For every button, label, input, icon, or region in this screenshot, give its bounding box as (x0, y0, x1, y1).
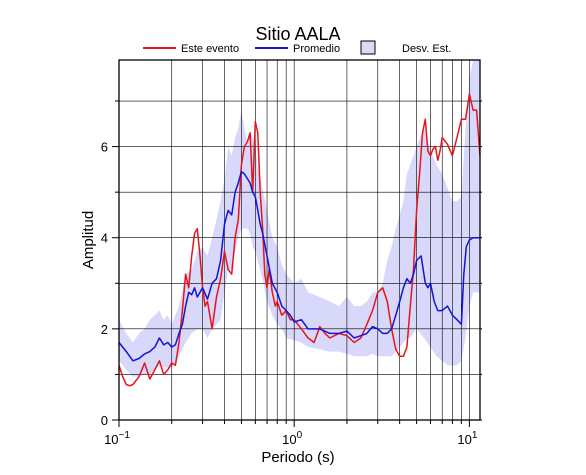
std-band (119, 60, 480, 377)
legend-label: Desv. Est. (402, 43, 451, 55)
y-axis-label: Amplitud (80, 211, 97, 269)
legend-swatch-box (360, 40, 376, 55)
series-layer (118, 93, 481, 387)
std-band-layer (119, 60, 480, 377)
legend-item: Desv. Est. (360, 40, 451, 55)
legend-item: Este evento (143, 43, 239, 55)
x-axis-label: Periodo (s) (261, 449, 334, 466)
legend: Este evento Promedio Desv. Est. (143, 40, 451, 55)
legend-label: Promedio (293, 43, 340, 55)
legend-item: Promedio (255, 43, 340, 55)
chart-title: Sitio AALA (255, 24, 340, 44)
legend-label: Este evento (181, 43, 239, 55)
x-tick-label: 101 (457, 430, 477, 447)
frame-layer (118, 59, 481, 421)
plot-frame (118, 59, 481, 421)
x-tick-label: 100 (282, 430, 302, 447)
y-tick-label: 6 (101, 140, 108, 155)
grid-layer (118, 60, 480, 420)
y-tick-label: 2 (101, 322, 108, 337)
series-line-este-evento (118, 93, 481, 387)
x-tick-label: 10−1 (104, 430, 130, 447)
y-tick-label: 4 (101, 231, 108, 246)
y-tick-label: 0 (101, 413, 108, 428)
ticks-layer: 10−1 100 101 0 2 4 6 (101, 100, 482, 447)
series-line-promedio (118, 170, 480, 362)
